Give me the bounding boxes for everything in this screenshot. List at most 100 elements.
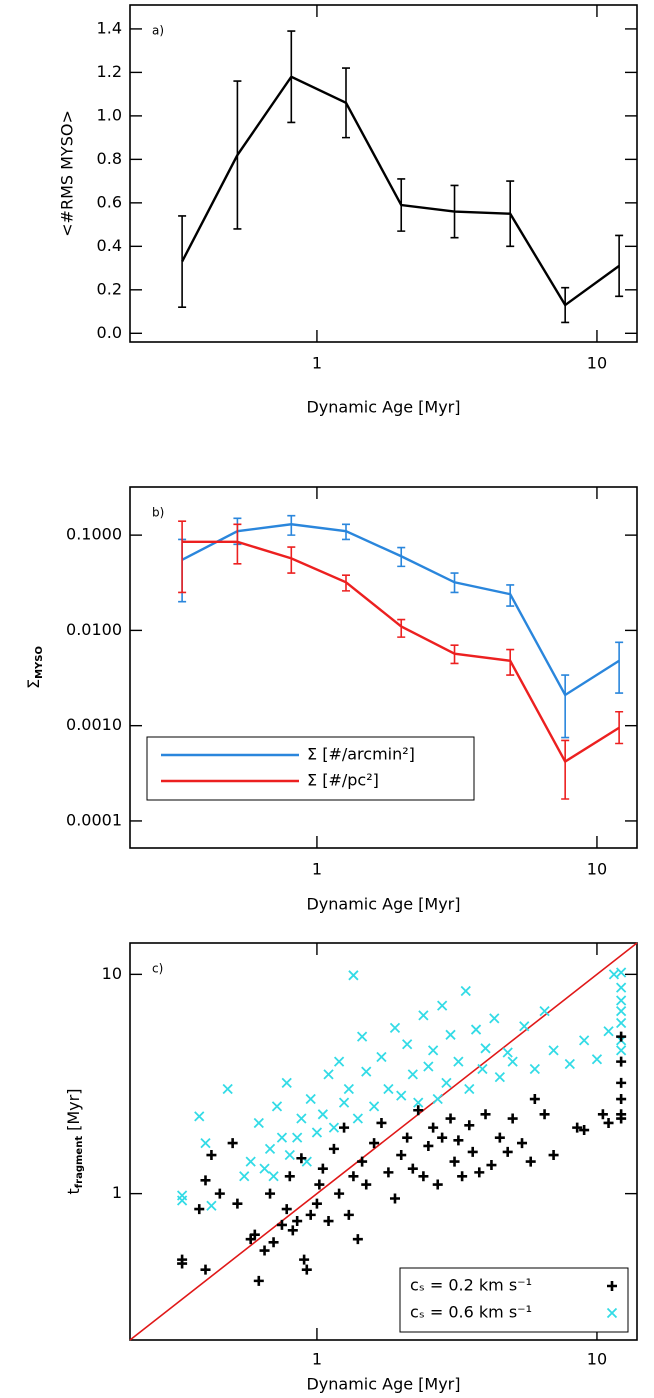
error-bar [561,739,570,800]
scatter-point [603,1117,614,1128]
y-label-sub: MYSO [34,646,45,679]
scatter-point [376,1117,387,1128]
scatter-point [494,1132,505,1143]
scatter-point [579,1125,590,1136]
scatter-point [603,1026,614,1037]
reference-line [129,942,638,1341]
scatter-point [418,1171,429,1182]
y-tick-label: 0.0001 [66,810,122,829]
scatter-point [615,982,627,993]
scatter-point [305,1093,316,1105]
scatter-point [176,1190,188,1201]
scatter-point [343,1209,354,1220]
scatter-point [591,1054,603,1065]
scatter-point [314,1179,325,1190]
scatter-point [616,1031,627,1042]
scatter-point [402,1039,413,1050]
scatter-point [470,1024,482,1035]
x-axis-label: Dynamic Age [Myr] [306,895,460,914]
scatter-point [529,1094,540,1105]
x-tick-label: 1 [312,354,322,373]
scatter-point [572,1122,583,1133]
scatter-point [413,1105,424,1116]
scatter-point [352,1113,363,1124]
scatter-point [328,1143,339,1154]
scatter-point [539,1005,550,1017]
y-tick-label: 0.0010 [66,715,122,734]
scatter-point [296,1113,307,1124]
scatter-point [432,1179,443,1190]
scatter-point [176,1195,188,1206]
scatter-point [396,1090,407,1101]
plot-frame [129,4,638,343]
scatter-point [489,1013,500,1024]
scatter-point [445,1029,456,1040]
y-tick-label: 1.0 [97,105,122,124]
scatter-point [480,1109,491,1120]
scatter-point [615,995,627,1006]
scatter-point [268,1171,279,1182]
scatter-point [494,1071,505,1083]
y-tick-label: 0.8 [97,149,122,168]
scatter-point [287,1225,298,1236]
error-bar [615,710,624,745]
scatter-point [206,1150,217,1161]
scatter-point [396,1150,407,1161]
data-line [181,75,620,307]
scatter-point [253,1117,264,1129]
scatter-point [437,1132,448,1143]
y-tick-label: 1.4 [97,18,122,37]
scatter-point [467,1146,478,1157]
scatter-point [402,1132,413,1143]
error-bar [233,523,242,565]
legend-box [146,736,475,801]
error-bar [178,215,187,309]
panel-annotation: a) [152,24,164,38]
scatter-point [423,1061,434,1072]
x-tick-label: 10 [587,354,607,373]
scatter-point [502,1047,513,1058]
y-axis-label: tfragment [Myr] [64,1089,86,1195]
panel-annotation: c) [152,962,163,976]
scatter-point [480,1043,491,1054]
legend-label: Σ [#/pc²] [307,771,379,790]
scatter-point [615,967,627,978]
scatter-point [441,1077,452,1088]
scatter-point [529,1063,540,1075]
scatter-point [299,1254,310,1265]
legend-marker [607,1281,617,1291]
legend-label: cₛ = 0.6 km s⁻¹ [410,1303,532,1322]
scatter-point [227,1138,238,1149]
scatter-point [464,1120,475,1131]
data-line [182,540,620,764]
scatter-point [413,1097,424,1108]
scatter-point [453,1056,464,1067]
scatter-point [356,1031,368,1042]
scatter-point [615,1005,627,1017]
error-bar [615,641,624,694]
scatter-point [615,1017,627,1029]
scatter-point [474,1167,485,1178]
scatter-point [616,1056,627,1067]
legend-marker [606,1307,618,1319]
scatter-point [418,1010,429,1021]
y-axis-label: ΣMYSO [24,646,46,689]
scatter-point [548,1045,559,1056]
error-bar [287,546,296,574]
scatter-point [376,1051,387,1063]
scatter-point [200,1175,211,1186]
y-label-sub: fragment [74,1136,85,1189]
scatter-point [334,1188,345,1199]
error-bar [561,674,570,739]
legend-box [399,1267,629,1333]
scatter-point [232,1198,243,1209]
scatter-point [292,1216,303,1227]
y-axis-label: <#RMS MYSO> [58,110,77,237]
scatter-point [249,1229,260,1240]
scatter-point [265,1188,276,1199]
y-label-main: Σ [24,679,43,689]
scatter-point [519,1021,530,1032]
scatter-point [323,1216,334,1227]
scatter-point [616,1094,627,1105]
